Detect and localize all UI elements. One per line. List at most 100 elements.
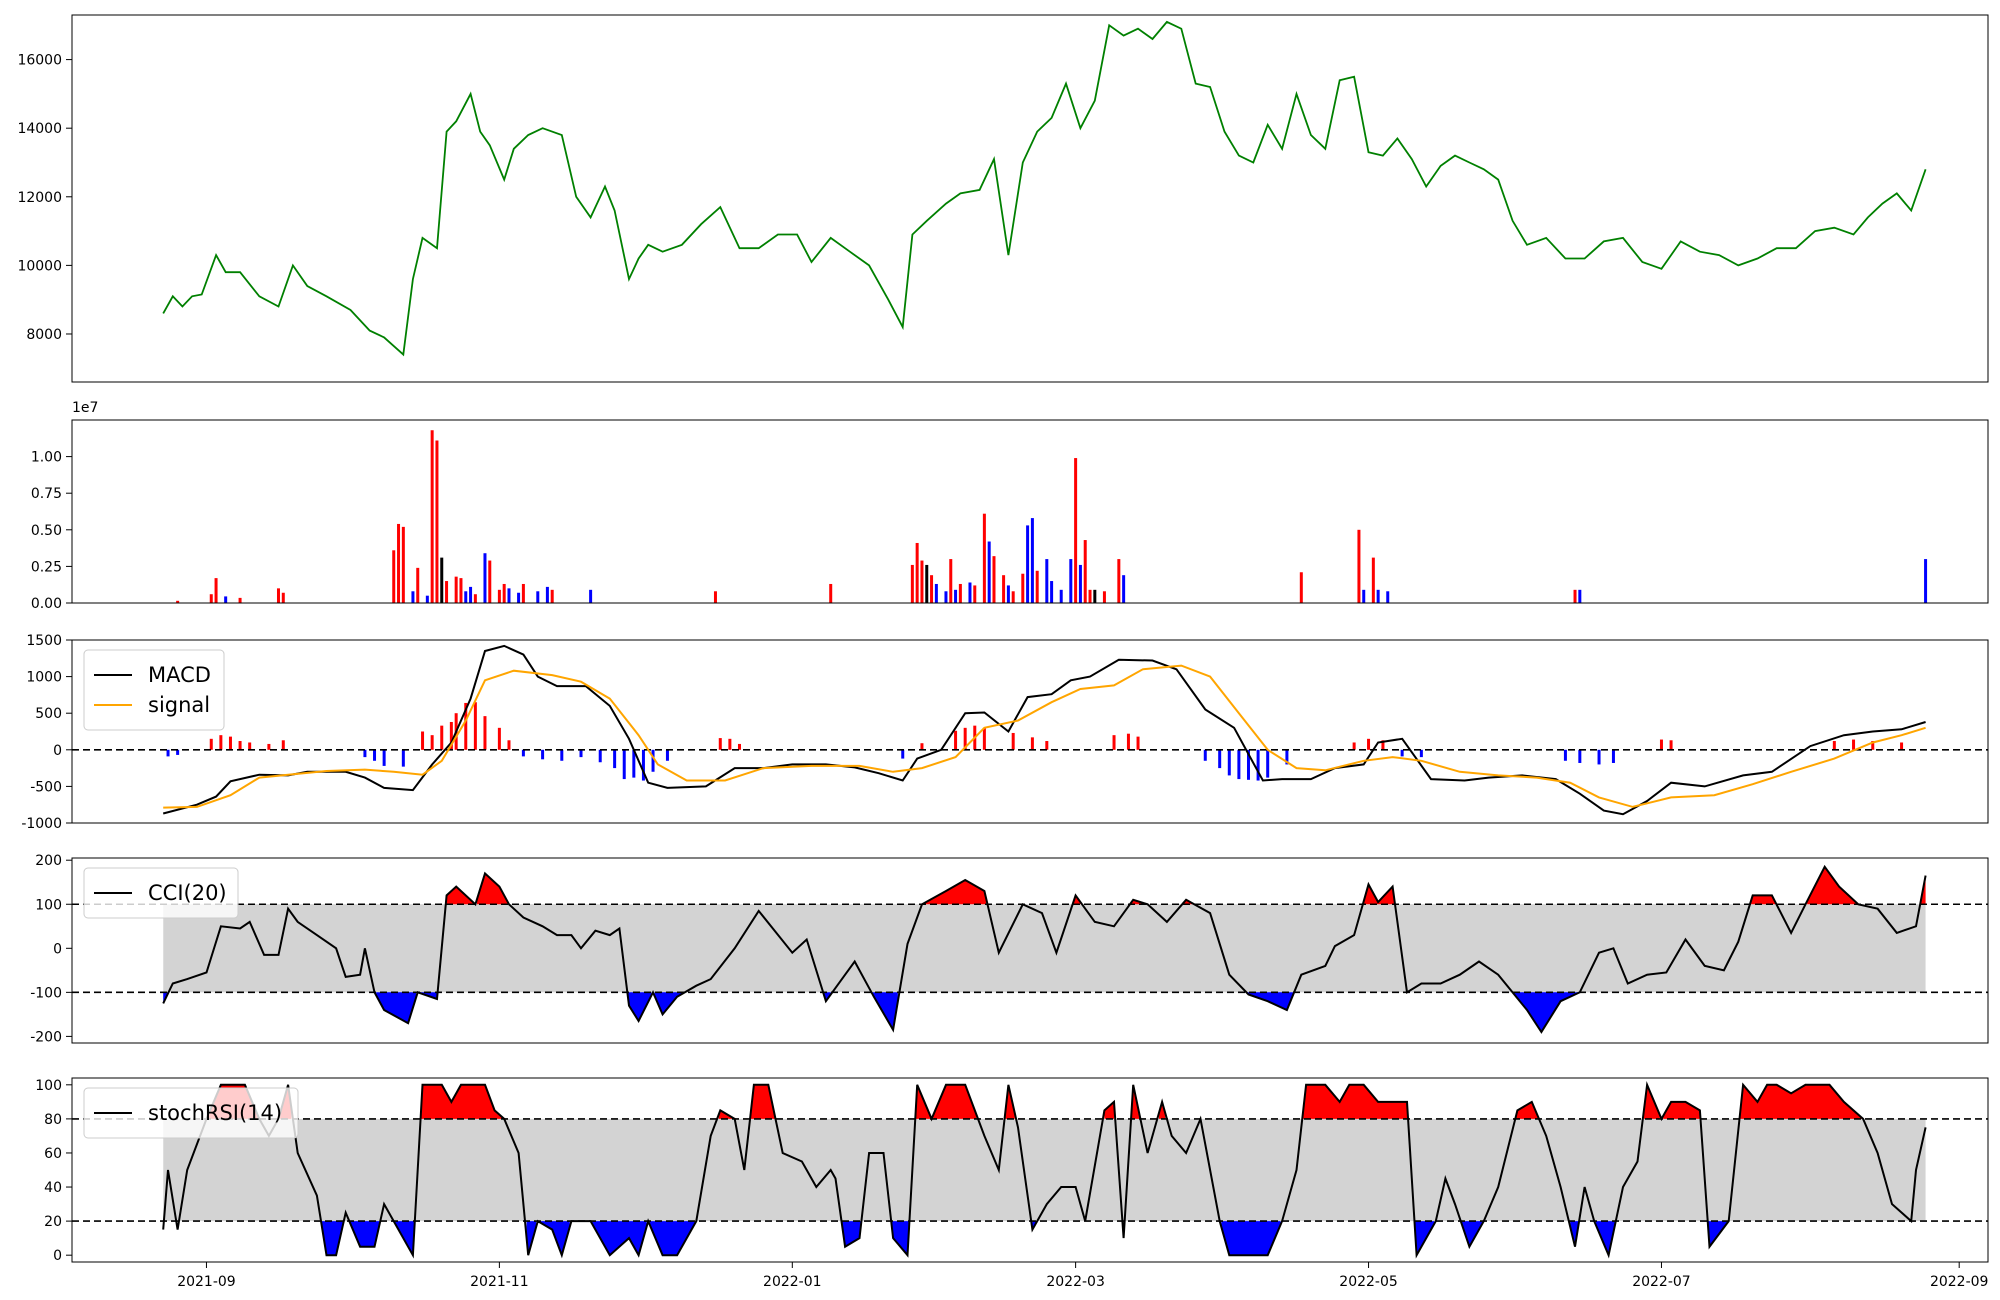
- volume-bar: [224, 596, 228, 603]
- volume-bar: [430, 430, 434, 603]
- volume-bar: [521, 583, 525, 603]
- cci-oversold-fill: [872, 992, 898, 1030]
- stochrsi-oversold-fill: [395, 1221, 415, 1256]
- macd-hist-bar: [613, 749, 617, 769]
- volume-bar: [1093, 589, 1097, 603]
- y-tick-label: -1000: [21, 816, 62, 832]
- stochrsi-overbought-fill: [1643, 1084, 1660, 1119]
- macd-line: [162, 644, 1926, 816]
- x-tick-label: 2022-07: [1632, 1274, 1691, 1290]
- legend-label: signal: [148, 693, 210, 717]
- volume-bar: [589, 589, 593, 603]
- volume-bar: [1059, 589, 1063, 603]
- x-axis: 2021-09 2021-11 2022-01 2022-03 2022-05 2022-…: [177, 1262, 1988, 1290]
- macd-hist-bar: [651, 749, 655, 772]
- stochrsi-oversold-fill: [526, 1221, 537, 1256]
- y-tick-label: -500: [30, 779, 62, 795]
- volume-bar: [915, 542, 919, 603]
- legend-box: [83, 867, 239, 919]
- y-tick-label: 14000: [17, 121, 62, 137]
- macd-hist-bar: [1563, 749, 1567, 761]
- y-tick-label: 0.00: [31, 596, 62, 612]
- stochrsi-overbought-fill: [420, 1084, 503, 1119]
- legend-label: stochRSI(14): [148, 1101, 282, 1125]
- macd-hist-bar: [483, 716, 487, 750]
- cci-line: [162, 864, 1927, 1034]
- cci-overbought-fill: [1363, 884, 1395, 905]
- stochrsi-oversold-fill: [649, 1221, 695, 1256]
- cci-oversold-fill: [627, 992, 652, 1021]
- price-panel: 8000 10000 12000 14000 16000: [17, 14, 1989, 383]
- cci-overbought-fill: [1751, 895, 1776, 905]
- stochrsi-overbought-fill: [1663, 1101, 1700, 1119]
- volume-bar: [502, 583, 506, 603]
- macd-hist-bar: [1832, 741, 1836, 750]
- y-tick-label: 200: [35, 853, 62, 869]
- macd-hist-bar: [560, 749, 564, 761]
- macd-hist-bar: [901, 749, 905, 759]
- volume-bar: [488, 560, 492, 603]
- volume-bar: [464, 591, 468, 603]
- volume-bar: [397, 523, 401, 603]
- macd-hist-bar: [1669, 740, 1673, 750]
- macd-hist-bar: [1136, 736, 1140, 750]
- volume-bar: [545, 586, 549, 603]
- macd-hist-bar: [464, 702, 468, 750]
- volume-bar: [910, 564, 914, 603]
- macd-hist-bar: [737, 743, 741, 750]
- x-tick-label: 2022-03: [1046, 1274, 1105, 1290]
- volume-bar: [1050, 581, 1054, 603]
- volume-bar: [1362, 589, 1366, 603]
- signal-line: [163, 664, 1926, 809]
- volume-bar: [1376, 589, 1380, 603]
- macd-hist-bar: [1246, 749, 1250, 780]
- stochrsi-overbought-fill: [1739, 1084, 1862, 1119]
- volume-bar: [238, 597, 242, 603]
- volume-bar: [435, 440, 439, 603]
- volume-bar: [536, 591, 540, 603]
- volume-bar: [276, 588, 280, 603]
- macd-hist-bar: [521, 749, 525, 757]
- macd-hist-bar: [421, 731, 425, 750]
- y-tick-label: 0.50: [31, 523, 62, 539]
- x-tick-label: 2021-09: [177, 1274, 236, 1290]
- x-tick-label: 2022-05: [1339, 1274, 1398, 1290]
- y-tick-label: 500: [35, 706, 62, 722]
- volume-bar: [507, 588, 511, 603]
- macd-hist-bar: [373, 749, 377, 761]
- volume-bar: [214, 578, 218, 603]
- volume-bar: [411, 591, 415, 603]
- volume-bar: [473, 594, 477, 603]
- stochrsi-oversold-fill: [1461, 1221, 1483, 1247]
- macd-hist-bar: [1045, 741, 1049, 750]
- volume-bar: [1035, 570, 1039, 603]
- macd-hist-bar: [1381, 740, 1385, 750]
- volume-bar: [968, 582, 972, 603]
- macd-hist-bar: [228, 736, 232, 750]
- macd-hist-bar: [1218, 749, 1222, 769]
- volume-bar: [209, 594, 213, 603]
- stochrsi-line: [162, 1080, 1927, 1259]
- macd-hist-bar: [1900, 742, 1904, 750]
- macd-hist-bar: [1611, 749, 1615, 763]
- volume-bar: [459, 578, 463, 603]
- x-tick-label: 2022-01: [763, 1274, 822, 1290]
- macd-hist-bar: [281, 740, 285, 750]
- volume-bar: [1026, 525, 1030, 603]
- macd-hist-bar: [430, 735, 434, 750]
- y-tick-label: 100: [35, 897, 62, 913]
- stochrsi-oversold-fill: [539, 1221, 570, 1256]
- x-tick-label: 2021-11: [470, 1274, 529, 1290]
- macd-hist-bar: [209, 738, 213, 750]
- y-tick-label: 1000: [26, 670, 62, 686]
- macd-hist-bar: [1203, 749, 1207, 761]
- volume-bar: [1074, 458, 1078, 603]
- stochrsi-overbought-fill: [750, 1084, 775, 1119]
- macd-hist-bar: [176, 749, 180, 755]
- volume-bar: [1083, 540, 1087, 603]
- macd-hist-bar: [449, 721, 453, 750]
- macd-hist-bar: [579, 749, 583, 758]
- volume-bar: [973, 585, 977, 603]
- volume-bar: [425, 595, 429, 603]
- y-tick-label: 16000: [17, 53, 62, 69]
